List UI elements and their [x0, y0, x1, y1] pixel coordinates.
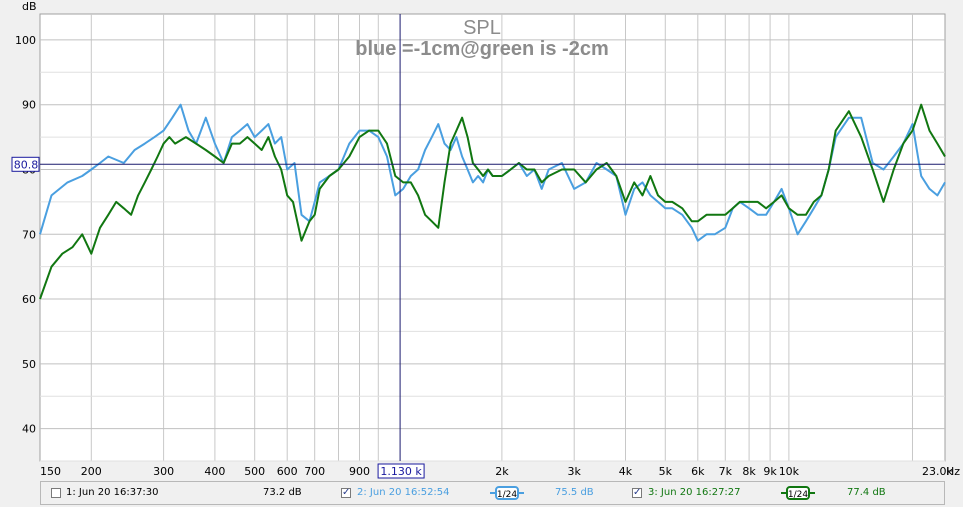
y-tick-label: 90	[22, 99, 36, 112]
legend-smoothing-label-2: 1/24	[497, 490, 517, 500]
x-tick-label: 4k	[619, 465, 633, 478]
series-line-3	[39, 103, 946, 300]
x-tick-label: 300	[153, 465, 174, 478]
y-axis: 405060708090100	[15, 34, 36, 436]
legend-value-1: 73.2 dB	[263, 487, 302, 498]
x-tick-label: 900	[349, 465, 370, 478]
cursor[interactable]: 1.130 k 80.8	[11, 14, 945, 479]
x-tick-label: 7k	[719, 465, 733, 478]
cursor-y-box	[11, 156, 40, 172]
legend-label-2: 2: Jun 20 16:52:54	[357, 487, 450, 498]
x-tick-label: 500	[244, 465, 265, 478]
legend-smoothing-2[interactable]: 1/24	[490, 485, 524, 501]
y-axis-label: dB	[22, 0, 37, 13]
y-tick-label: 100	[15, 34, 36, 47]
legend-label-3: 3: Jun 20 16:27:27	[648, 487, 741, 498]
x-tick-label: 2k	[495, 465, 509, 478]
legend-value-2: 75.5 dB	[555, 487, 594, 498]
cursor-x-box	[377, 463, 425, 479]
x-tick-label: 23.0k	[922, 465, 953, 478]
y-tick-label: 60	[22, 293, 36, 306]
x-tick-label: 6k	[691, 465, 705, 478]
chart-title: SPL	[463, 17, 501, 39]
x-axis-unit: Hz	[946, 465, 960, 478]
legend-checkbox-1[interactable]	[51, 488, 61, 498]
x-tick-label: 8k	[742, 465, 756, 478]
legend-label-1: 1: Jun 20 16:37:30	[66, 487, 159, 498]
x-tick-label: 200	[81, 465, 102, 478]
x-tick-label: 150	[40, 465, 61, 478]
x-tick-label: 5k	[659, 465, 673, 478]
x-tick-label: 3k	[568, 465, 582, 478]
y-tick-label: 50	[22, 358, 36, 371]
legend-checkbox-3[interactable]: ✓	[632, 487, 642, 498]
x-tick-label: 10k	[779, 465, 800, 478]
grid	[40, 14, 945, 462]
series-line-2	[39, 103, 946, 242]
x-tick-label: 700	[304, 465, 325, 478]
legend-smoothing-label-3: 1/24	[788, 490, 808, 500]
plot-area[interactable]	[39, 13, 946, 462]
y-tick-label: 70	[22, 228, 36, 241]
cursor-x-label: 1.130 k	[380, 465, 422, 478]
x-tick-label: 600	[277, 465, 298, 478]
spl-chart[interactable]: 405060708090100 150200300400500600700900…	[0, 0, 963, 480]
legend-value-3: 77.4 dB	[847, 487, 886, 498]
x-axis: 150 200 300 400 500 600 700 900 2k 3k 4k 5k 6k 7k 8k 9k…	[40, 465, 953, 478]
x-tick-label: 9k	[763, 465, 777, 478]
cursor-y-label: 80.8	[14, 158, 39, 171]
y-tick-label: 40	[22, 423, 36, 436]
series-group	[39, 103, 946, 300]
legend-smoothing-3[interactable]: 1/24	[781, 485, 815, 501]
x-tick-label: 400	[204, 465, 225, 478]
legend-bar: 1: Jun 20 16:37:30 73.2 dB ✓ 2: Jun 20 1…	[40, 481, 945, 505]
legend-checkbox-2[interactable]: ✓	[341, 487, 351, 498]
chart-subtitle: blue =-1cm@green is -2cm	[355, 38, 609, 60]
